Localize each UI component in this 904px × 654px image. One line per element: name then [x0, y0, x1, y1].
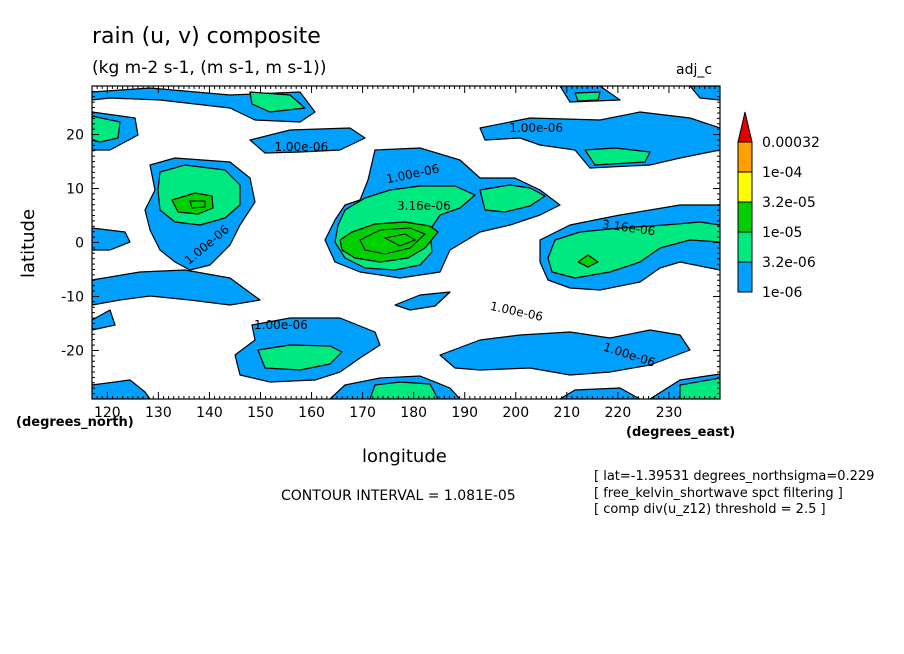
legend-label: 0.00032 — [762, 135, 820, 151]
contour-line — [359, 227, 426, 255]
y-tick-label: -10 — [61, 289, 84, 305]
legend-label: 1e-04 — [762, 165, 802, 181]
x-axis: 120 130 140 150 160 170 180 190 200 210 220 230 — [94, 86, 721, 421]
legend-swatch — [737, 201, 753, 233]
x-tick-label: 190 — [451, 405, 478, 421]
contour-region — [559, 387, 641, 399]
note-line: [ lat=-1.39531 degrees_northsigma=0.229 — [594, 469, 875, 484]
contour-region — [369, 381, 439, 399]
contour-region — [679, 377, 720, 399]
x-tick-label: 120 — [94, 405, 121, 421]
contour-region — [92, 269, 261, 306]
contour-region — [577, 254, 599, 268]
contour-region — [171, 192, 214, 215]
experiment-tag: adj_c — [676, 62, 713, 78]
x-tick-label: 150 — [247, 405, 274, 421]
contour-label: 1.00e-06 — [254, 318, 308, 332]
legend-label: 3.2e-05 — [762, 195, 816, 211]
y-axis: 20 10 0 -10 -20 — [61, 85, 720, 400]
x-axis-units: (degrees_east) — [626, 425, 736, 440]
chart-subtitle: (kg m-2 s-1, (m s-1, m s-1)) — [92, 58, 327, 78]
y-axis-label: latitude — [18, 208, 39, 278]
contour-region — [92, 115, 121, 143]
contour-fills — [92, 86, 720, 399]
note-line: [ comp div(u_z12) threshold = 2.5 ] — [594, 502, 826, 517]
x-tick-label: 230 — [656, 405, 683, 421]
x-tick-label: 140 — [196, 405, 223, 421]
legend-swatch — [737, 141, 753, 173]
legend-label: 1e-05 — [762, 225, 802, 241]
y-tick-label: -20 — [61, 343, 84, 359]
legend-swatch — [737, 261, 753, 293]
x-tick-label: 210 — [553, 405, 580, 421]
legend-label: 3.2e-06 — [762, 255, 816, 271]
x-tick-label: 160 — [298, 405, 325, 421]
contour-region — [439, 329, 691, 376]
contour-label: 1.00e-06 — [274, 140, 328, 154]
contour-region — [479, 111, 720, 169]
contour-label: 1.00e-06 — [509, 121, 563, 135]
contour-region — [249, 127, 366, 154]
contour-line — [383, 233, 417, 247]
contour-region — [479, 184, 546, 213]
y-tick-label: 0 — [75, 236, 84, 252]
contour-label: 1.00e-06 — [489, 299, 544, 324]
contour-line — [189, 200, 206, 209]
contour-region — [584, 147, 651, 166]
x-axis-label: longitude — [362, 446, 447, 467]
y-tick-label: 20 — [66, 128, 84, 144]
color-legend: 1e-06 3.2e-06 1e-05 3.2e-05 1e-04 0.00032 — [737, 111, 820, 301]
contour-region — [689, 86, 720, 101]
x-tick-label: 200 — [502, 405, 529, 421]
chart-title: rain (u, v) composite — [92, 24, 321, 49]
legend-swatch — [737, 111, 753, 143]
legend-label: 1e-06 — [762, 285, 802, 301]
note-line: [ free_kelvin_shortwave spct filtering ] — [594, 486, 843, 501]
x-tick-label: 130 — [145, 405, 172, 421]
contour-region — [339, 221, 439, 263]
y-tick-label: 10 — [66, 182, 84, 198]
contour-label: 3.16e-06 — [397, 199, 451, 213]
contour-region — [394, 291, 451, 311]
legend-swatch — [737, 171, 753, 203]
contour-region — [92, 309, 116, 331]
legend-swatch — [737, 231, 753, 263]
x-tick-label: 220 — [605, 405, 632, 421]
contour-region — [92, 227, 131, 251]
x-tick-label: 170 — [349, 405, 376, 421]
y-axis-units: (degrees_north) — [16, 415, 134, 430]
contour-region — [92, 379, 151, 399]
contour-region — [257, 344, 343, 371]
contour-region — [249, 91, 306, 113]
x-tick-label: 180 — [400, 405, 427, 421]
contour-region — [574, 91, 601, 102]
contour-interval: CONTOUR INTERVAL = 1.081E-05 — [281, 488, 516, 504]
